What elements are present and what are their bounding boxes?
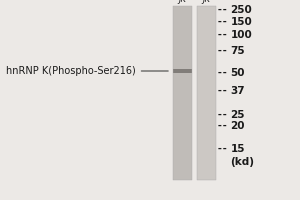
Text: --: -- <box>216 86 228 96</box>
Text: --: -- <box>216 5 228 15</box>
Text: hnRNP K(Phospho-Ser216): hnRNP K(Phospho-Ser216) <box>6 66 168 76</box>
Text: 20: 20 <box>230 121 245 131</box>
Text: --: -- <box>216 110 228 120</box>
Text: (kd): (kd) <box>230 157 254 167</box>
Text: --: -- <box>216 30 228 40</box>
Text: 75: 75 <box>230 46 245 56</box>
Text: --: -- <box>216 144 228 154</box>
Bar <box>196 6 216 180</box>
Bar <box>172 69 192 73</box>
Text: 150: 150 <box>230 17 252 27</box>
Text: 250: 250 <box>230 5 252 15</box>
Text: --: -- <box>216 17 228 27</box>
Text: 50: 50 <box>230 68 245 78</box>
Bar <box>172 6 192 180</box>
Text: --: -- <box>216 46 228 56</box>
Text: --: -- <box>216 121 228 131</box>
Text: --: -- <box>216 68 228 78</box>
Text: 100: 100 <box>230 30 252 40</box>
Bar <box>172 6 192 180</box>
Bar <box>196 6 216 180</box>
Text: 37: 37 <box>230 86 245 96</box>
Text: JK: JK <box>178 0 186 4</box>
Text: JK: JK <box>202 0 210 4</box>
Text: 25: 25 <box>230 110 245 120</box>
Text: 15: 15 <box>230 144 245 154</box>
